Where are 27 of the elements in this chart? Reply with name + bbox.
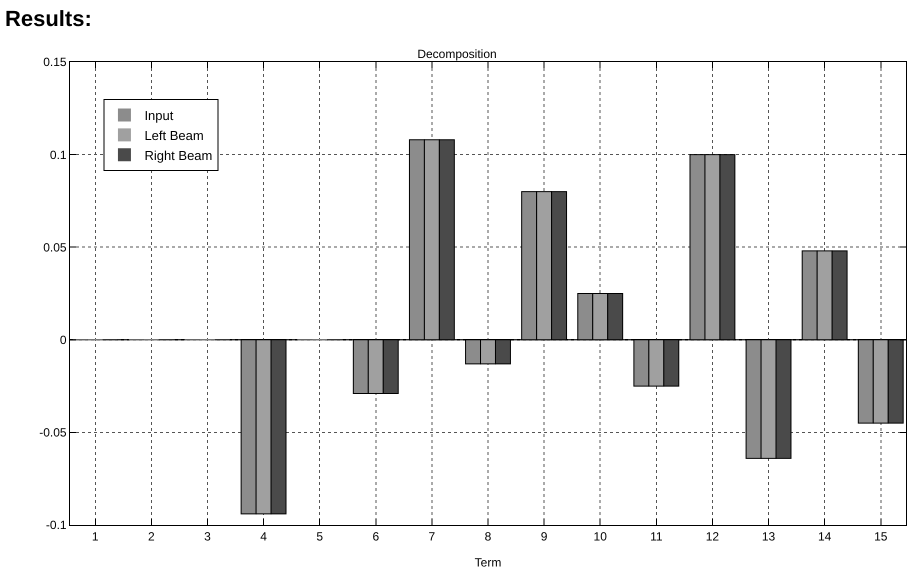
- x-tick-label: 15: [874, 529, 888, 544]
- x-tick-label: 9: [540, 529, 548, 544]
- x-tick-label: 14: [818, 529, 832, 544]
- y-tick-label: 0: [60, 333, 67, 347]
- x-tick-label: 12: [706, 529, 720, 544]
- y-tick-label: 0.05: [43, 240, 67, 254]
- text: Results:: [5, 6, 92, 31]
- x-axis-title: Term: [474, 555, 502, 570]
- x-tick-label: 3: [204, 529, 212, 544]
- y-tick-label: 0.15: [43, 55, 67, 70]
- legend-label: Left Beam: [144, 128, 204, 143]
- x-tick-label: 2: [148, 529, 156, 544]
- x-tick-label: 5: [316, 529, 324, 544]
- y-tick-label: -0.05: [39, 426, 67, 440]
- x-tick-label: 1: [92, 529, 99, 544]
- legend-label: Input: [144, 108, 174, 124]
- chart-title: Decomposition: [417, 47, 497, 61]
- x-tick-label: 10: [594, 529, 608, 544]
- x-tick-label: 11: [650, 529, 663, 544]
- x-tick-label: 13: [762, 529, 776, 544]
- y-tick-label: 0.1: [50, 148, 67, 162]
- x-tick-label: 6: [372, 529, 380, 544]
- legend-label: Right Beam: [144, 148, 212, 163]
- x-tick-label: 7: [428, 529, 436, 544]
- y-tick-label: -0.1: [46, 518, 67, 532]
- x-tick-label: 4: [260, 529, 268, 544]
- x-tick-label: 8: [484, 529, 492, 544]
